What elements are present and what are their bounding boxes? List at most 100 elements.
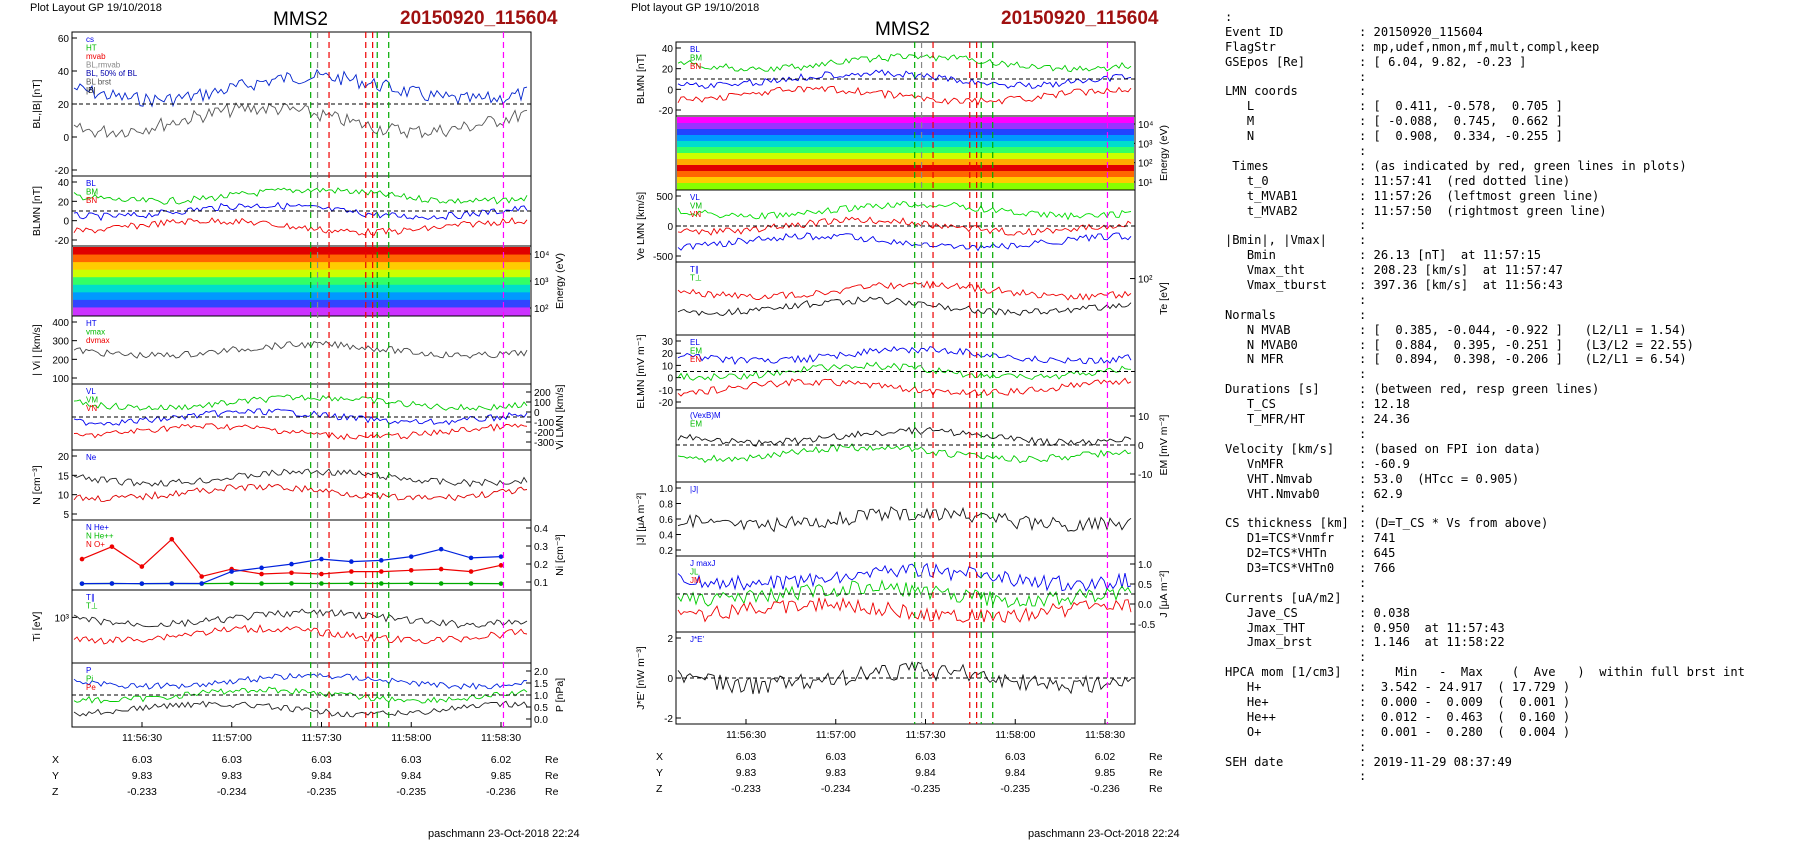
tick-label: -300 xyxy=(534,438,554,449)
tick-label: 1.5 xyxy=(534,679,548,690)
position-value: -0.235 xyxy=(307,786,337,798)
info-value: : Min - Max ( Ave ) within full brst int xyxy=(1359,665,1745,680)
info-key: VHT.Nmvab xyxy=(1225,471,1313,486)
legend-entry: EL xyxy=(690,338,700,347)
info-row: D2=TCS*VHTn: 645 xyxy=(1225,546,1745,561)
tick-label: 10¹ xyxy=(1138,178,1153,189)
position-value: 6.03 xyxy=(1005,751,1026,763)
legend-entry: JL xyxy=(690,568,699,577)
info-row: : xyxy=(1225,427,1745,442)
info-value: : xyxy=(1359,501,1367,516)
panel-ylabel: Te [eV] xyxy=(1158,282,1170,315)
info-value: : 26.13 [nT] at 11:57:15 xyxy=(1359,248,1542,263)
position-value: 9.83 xyxy=(826,767,847,779)
data-series-line xyxy=(677,86,1132,106)
info-value: : xyxy=(1359,292,1367,307)
tick-label: 2.0 xyxy=(534,667,548,678)
info-value: : [ -0.088, 0.745, 0.662 ] xyxy=(1359,114,1563,129)
spectrogram-band xyxy=(677,159,1134,166)
data-series-line xyxy=(73,672,528,690)
legend-entry: T∥ xyxy=(86,593,95,602)
legend-entry: dvmax xyxy=(86,336,110,345)
info-row: Currents [uA/m2]: xyxy=(1225,591,1745,606)
data-series-line xyxy=(677,443,1132,464)
info-value: : 11:57:41 (red dotted line) xyxy=(1359,173,1571,188)
info-key: Normals xyxy=(1225,307,1276,322)
info-row: N MVAB: [ 0.385, -0.044, -0.922 ] (L2/L1… xyxy=(1225,323,1745,338)
tick-label: 1.0 xyxy=(659,484,673,495)
spectrogram-band xyxy=(677,165,1134,172)
panel-ylabel: Ve LMN [km/s] xyxy=(635,192,647,260)
info-value: : 62.9 xyxy=(1359,486,1403,501)
info-row: : xyxy=(1225,367,1745,382)
data-series-line xyxy=(73,394,528,411)
info-value: : xyxy=(1359,233,1367,248)
position-unit: Re xyxy=(1149,751,1163,763)
info-row: Vmax_tht: 208.23 [km/s] at 11:57:47 xyxy=(1225,263,1745,278)
position-unit: Re xyxy=(1149,783,1163,795)
info-row: CS thickness [km]: (D=T_CS * Vs from abo… xyxy=(1225,516,1745,531)
data-series-line xyxy=(677,200,1132,221)
tick-label: 100 xyxy=(534,398,551,409)
data-series-line xyxy=(677,361,1132,382)
info-value: : 12.18 xyxy=(1359,397,1410,412)
info-value: : (between red, resp green lines) xyxy=(1359,382,1600,397)
legend-entry: |B| xyxy=(86,86,96,95)
left-footer: paschmann 23-Oct-2018 22:24 xyxy=(428,828,580,840)
legend-entry: EM xyxy=(690,347,702,356)
tick-label: 200 xyxy=(534,388,551,399)
info-row: : xyxy=(1225,70,1745,85)
data-series-line xyxy=(677,232,1132,252)
info-value: : xyxy=(1359,650,1367,665)
info-row: t_MVAB2: 11:57:50 (rightmost green line) xyxy=(1225,204,1745,219)
info-key: Velocity [km/s] xyxy=(1225,441,1335,456)
position-unit: Re xyxy=(545,754,559,766)
spectrogram-band xyxy=(73,299,530,308)
tick-label: 20 xyxy=(58,100,70,111)
info-row: O+: 0.001 - 0.280 ( 0.004 ) xyxy=(1225,725,1745,740)
tick-label: 10² xyxy=(534,304,549,315)
info-row: FlagStr: mp,udef,nmon,mf,mult,compl,keep xyxy=(1225,40,1745,55)
position-value: 9.85 xyxy=(1095,767,1116,779)
tick-label: 10 xyxy=(58,491,70,502)
tick-label: 0 xyxy=(534,408,540,419)
panel-frame xyxy=(675,41,1136,117)
info-row: : xyxy=(1225,650,1745,665)
tick-label: 0 xyxy=(63,217,69,228)
info-key: T_CS xyxy=(1225,397,1276,412)
left-panel-3: 10⁴ 10³ 10² Energy (eV) xyxy=(71,245,566,317)
ni-series-line xyxy=(81,548,502,585)
info-value: : -60.9 xyxy=(1359,456,1410,471)
legend-entry: J maxJ xyxy=(690,559,715,568)
time-tick-label: 11:58:30 xyxy=(481,732,521,744)
tick-label: 10 xyxy=(1138,412,1150,423)
panel-ylabel: N [cm⁻³] xyxy=(31,465,43,504)
tick-label: 0.5 xyxy=(1138,580,1152,591)
tick-label: 10⁴ xyxy=(1138,120,1153,131)
info-key: t_MVAB2 xyxy=(1225,203,1298,218)
spectrogram-band xyxy=(677,141,1134,148)
legend-entry: HT xyxy=(86,319,97,328)
spectrogram-band xyxy=(73,247,530,256)
info-key: VnMFR xyxy=(1225,456,1284,471)
position-value: 6.03 xyxy=(915,751,936,763)
info-row: : xyxy=(1225,576,1745,591)
info-key: Times xyxy=(1225,158,1269,173)
tick-label: 400 xyxy=(52,318,69,329)
position-value: 6.03 xyxy=(826,751,847,763)
tick-label: 40 xyxy=(662,44,674,55)
spectrogram-band xyxy=(677,129,1134,136)
legend-entry: JM xyxy=(690,576,701,585)
info-key: L xyxy=(1225,99,1255,114)
info-value: : [ 0.385, -0.044, -0.922 ] (L2/L1 = 1.5… xyxy=(1359,322,1687,337)
panel-frame xyxy=(675,407,1136,483)
panel-ylabel: J [μA m⁻²] xyxy=(1158,570,1170,617)
legend-entry: BL xyxy=(690,45,700,54)
tick-label: -20 xyxy=(659,106,674,117)
tick-label: 0 xyxy=(667,222,673,233)
tick-label: 1.0 xyxy=(1138,560,1152,571)
